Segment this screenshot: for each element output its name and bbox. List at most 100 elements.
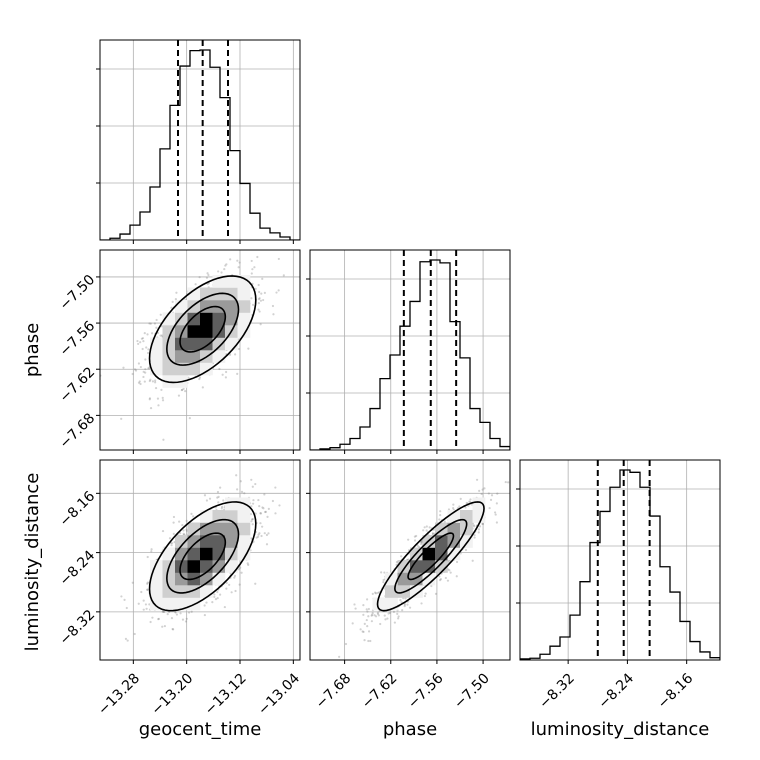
scatter-point (205, 499, 209, 502)
scatter-point (260, 534, 263, 538)
density-cell (410, 560, 423, 573)
scatter-point (386, 617, 389, 620)
scatter-point (262, 507, 265, 510)
density-cell (200, 572, 213, 586)
density-cell (200, 510, 213, 523)
scatter-point (170, 544, 173, 547)
scatter-point (137, 602, 140, 605)
scatter-point (423, 594, 427, 598)
scatter-point (455, 575, 458, 578)
scatter-point (438, 575, 441, 578)
scatter-point (162, 438, 165, 441)
scatter-point (187, 611, 191, 614)
scatter-point (477, 528, 481, 531)
scatter-point (233, 576, 236, 579)
scatter-point (247, 563, 250, 566)
density-cell (422, 547, 436, 561)
panel-frame (519, 459, 721, 661)
scatter-point (483, 487, 486, 490)
scatter-point (403, 605, 406, 608)
scatter-point (184, 620, 188, 623)
scatter-point (338, 655, 341, 658)
scatter-point (240, 490, 244, 493)
scatter-point (365, 618, 368, 622)
scatter-point (147, 348, 150, 351)
scatter-point (250, 478, 253, 481)
density-cell (472, 510, 486, 523)
density-cell (187, 547, 201, 561)
scatter-point (172, 521, 175, 524)
density-cell (175, 350, 188, 363)
scatter-point (480, 492, 483, 496)
scatter-point (182, 532, 185, 535)
scatter-point (262, 298, 265, 302)
scatter-point (141, 337, 145, 340)
density-cell (237, 547, 251, 561)
scatter-point (383, 614, 386, 617)
scatter-point (250, 272, 253, 275)
scatter-point (171, 627, 174, 631)
scatter-point (188, 417, 191, 420)
scatter-point (206, 282, 209, 286)
panels: −7.68−7.62−7.56−7.50−13.28 −13.20 −13.12 −1… (57, 39, 721, 718)
density-cell (225, 560, 238, 573)
scatter-point (392, 610, 396, 614)
scatter-point (221, 505, 224, 508)
density-cell (447, 547, 461, 561)
y-axis-label-luminosity-distance: luminosity_distance (22, 473, 43, 652)
density-cell (162, 325, 176, 338)
density-cell (447, 510, 461, 523)
scatter-point (187, 376, 190, 379)
scatter-point (425, 529, 428, 532)
scatter-point (259, 323, 262, 326)
panel-luminosity_distance-vs-phase: −7.68 −7.62 −7.56 −7.50 (306, 459, 511, 712)
scatter-point (253, 266, 256, 269)
scatter-point (157, 404, 160, 407)
scatter-point (192, 515, 195, 518)
scatter-point (216, 596, 219, 600)
density-cell (175, 560, 188, 573)
scatter-point (185, 617, 188, 620)
contour-level-2 (166, 292, 240, 366)
scatter-point (257, 283, 260, 287)
scatter-point (181, 523, 184, 527)
scatter-point (363, 639, 366, 642)
scatter-point (218, 367, 221, 371)
scatter-point (469, 498, 472, 501)
density-cell (187, 535, 201, 548)
scatter-point (259, 512, 262, 515)
scatter-point (393, 621, 396, 624)
scatter-point (397, 617, 400, 620)
density-cell (162, 312, 176, 326)
scatter-point (225, 370, 228, 374)
scatter-point (153, 322, 157, 325)
scatter-point (490, 494, 494, 497)
scatter-point (344, 642, 348, 646)
density-cell (200, 535, 213, 548)
scatter-point (376, 612, 379, 616)
contour-level-1 (179, 305, 227, 353)
scatter-point (221, 373, 224, 376)
scatter-point (406, 603, 409, 606)
scatter-point (235, 474, 238, 477)
scatter-point (136, 339, 139, 343)
scatter-point (236, 488, 239, 491)
scatter-point (361, 630, 364, 633)
panel-content (310, 250, 510, 450)
scatter-point (157, 617, 161, 620)
contour-level-2 (166, 518, 240, 594)
density-cell (175, 535, 188, 548)
density-cell (200, 522, 213, 536)
scatter-point (238, 583, 241, 586)
scatter-point (149, 378, 152, 381)
scatter-point (250, 505, 253, 508)
panel-phase-vs-phase (306, 249, 511, 454)
scatter-point (219, 486, 222, 489)
scatter-point (233, 574, 237, 577)
density-cell (237, 522, 251, 536)
scatter-point (122, 366, 125, 369)
scatter-point (211, 601, 214, 604)
scatter-point (126, 639, 129, 642)
scatter-point (142, 375, 145, 379)
